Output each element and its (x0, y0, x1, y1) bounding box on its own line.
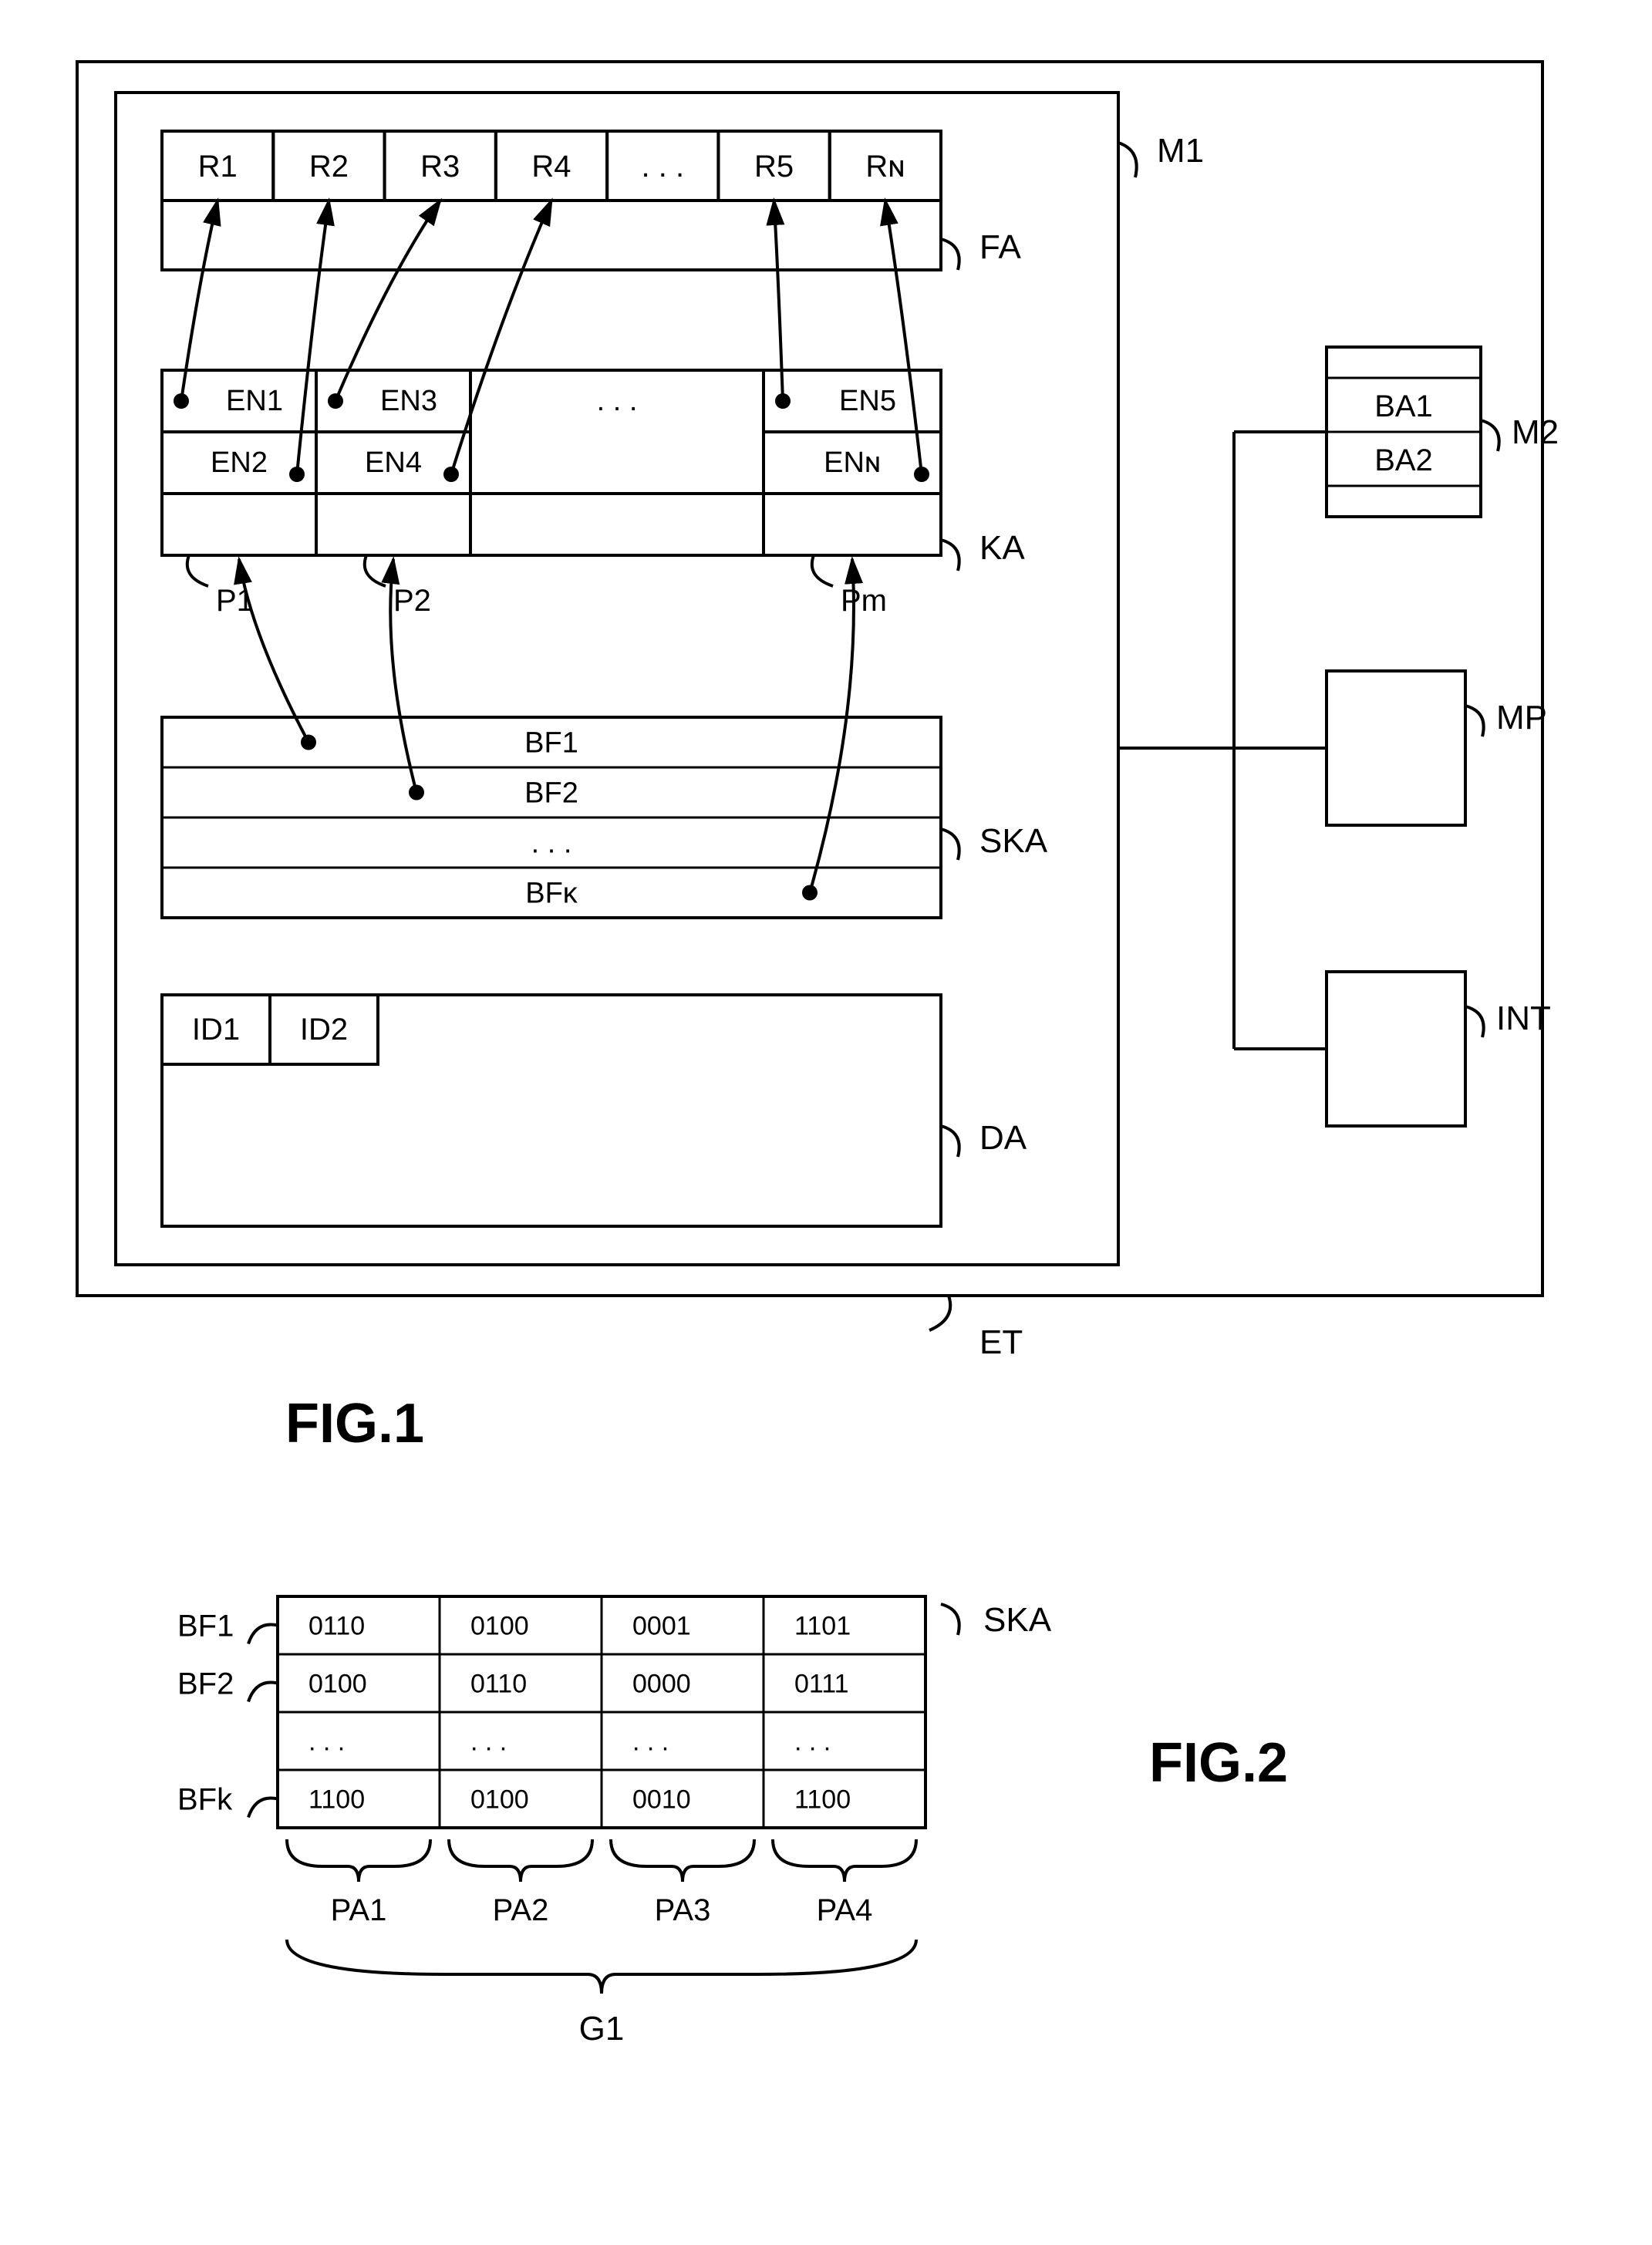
ka-dots: . . . (597, 385, 638, 417)
fig2-cell: . . . (470, 1728, 507, 1757)
m2-ba1: BA1 (1374, 389, 1433, 423)
fa-cell-text: R1 (198, 150, 238, 184)
ska-row-text: BFᴋ (525, 878, 578, 910)
da-id1: ID1 (192, 1013, 240, 1047)
fa-cell-text: Rɴ (865, 150, 905, 184)
mp-box (1327, 671, 1465, 825)
fig1-title: FIG.1 (285, 1393, 424, 1455)
ska-row-text: BF1 (524, 727, 578, 760)
m2-label: M2 (1512, 413, 1559, 451)
fa-cell-text: R5 (754, 150, 794, 184)
da-label: DA (979, 1119, 1027, 1157)
ka-p-label: Pm (841, 584, 887, 618)
fa-label: FA (979, 228, 1021, 266)
fa-cell-text: . . . (641, 150, 684, 184)
fig2-cell: 1100 (794, 1785, 851, 1815)
fig2-col-label: PA4 (817, 1893, 873, 1927)
fa-row: R1 R2 R3 R4 . . . R5 Rɴ (162, 131, 941, 201)
fig2-group-brace: G1 (287, 1940, 916, 2048)
diagram-stage: ET M1 R1 R2 R3 R4 . . . R5 Rɴ FA EN1 EN2 EN3 EN4.… (0, 0, 1652, 2245)
fig2-title: FIG.2 (1149, 1732, 1288, 1794)
mp-label: MP (1496, 699, 1547, 737)
col-brace (611, 1839, 754, 1882)
figure-2: 0110 0100 0001 1101 0100 0110 0000 0111 . . . . .… (177, 1596, 1288, 2048)
int-box (1327, 972, 1465, 1126)
fig2-cell: 0000 (632, 1670, 691, 1699)
fig2-cell: 0010 (632, 1785, 691, 1815)
col-brace (449, 1839, 592, 1882)
da-block: ID1 ID2 (162, 995, 941, 1226)
diagram-svg: ET M1 R1 R2 R3 R4 . . . R5 Rɴ FA EN1 EN2 EN3 EN4.… (0, 0, 1652, 2245)
da-id2: ID2 (300, 1013, 348, 1047)
fig2-cell: . . . (794, 1728, 831, 1757)
ska-label: SKA (979, 822, 1048, 860)
ka-en3: EN3 (380, 385, 437, 417)
ska-row-text: BF2 (524, 777, 578, 810)
et-box (77, 62, 1542, 1296)
en-to-r-arrows (174, 201, 929, 482)
fig2-col-braces: PA1 PA2 PA3 PA4 (287, 1839, 916, 1927)
fig2-col-label: PA3 (655, 1893, 711, 1927)
ka-p-label: P2 (393, 584, 431, 618)
fa-cell-text: R2 (309, 150, 349, 184)
g1-brace (287, 1940, 916, 1994)
int-label: INT (1496, 999, 1551, 1037)
fig2-row-label: BFk (177, 1783, 233, 1817)
fig2-col-label: PA1 (331, 1893, 387, 1927)
fa-cell-text: R4 (531, 150, 571, 184)
col-brace (773, 1839, 916, 1882)
ka-en4: EN4 (365, 447, 422, 479)
fig2-group-label: G1 (579, 2010, 625, 2048)
ska-row-text: . . . (531, 828, 572, 860)
fig2-row-labels: BF1 BF2 BFk (177, 1610, 278, 1818)
fig2-row-label: BF1 (177, 1610, 234, 1643)
fa-cell-text: R3 (420, 150, 460, 184)
ka-p-labels: P1P2Pm (187, 555, 887, 618)
figure-1: ET M1 R1 R2 R3 R4 . . . R5 Rɴ FA EN1 EN2 EN3 EN4.… (77, 62, 1559, 1455)
fig2-cell: 1101 (794, 1612, 851, 1641)
fig2-cell: 0001 (632, 1612, 691, 1641)
fig2-cell: 0110 (308, 1612, 365, 1641)
right-blocks: BA1 BA2 M2 MP INT (1118, 347, 1559, 1126)
m1-label: M1 (1157, 132, 1204, 170)
fig2-cell: 1100 (308, 1785, 365, 1815)
fig2-table: 0110 0100 0001 1101 0100 0110 0000 0111 . . . . .… (278, 1596, 925, 1828)
ska-block: BF1 BF2 . . . BFᴋ (162, 717, 941, 918)
ka-en5: EN5 (839, 385, 896, 417)
ka-en1: EN1 (226, 385, 283, 417)
fig2-ska-label: SKA (983, 1601, 1052, 1639)
fig2-cell: 0100 (470, 1612, 529, 1641)
ka-en2: EN2 (211, 447, 268, 479)
et-label: ET (979, 1323, 1023, 1361)
col-brace (287, 1839, 430, 1882)
fig2-col-label: PA2 (493, 1893, 549, 1927)
ka-enn: ENɴ (824, 447, 881, 479)
ka-label: KA (979, 529, 1025, 567)
fig2-cell: 0100 (470, 1785, 529, 1815)
fig2-cell: 0110 (470, 1670, 527, 1699)
fig2-row-label: BF2 (177, 1667, 234, 1701)
m2-ba2: BA2 (1374, 443, 1433, 477)
fig2-cell: 0111 (794, 1670, 849, 1699)
fig2-cell: 0100 (308, 1670, 367, 1699)
ka-block: EN1 EN2 EN3 EN4 . . . EN5 ENɴ (162, 370, 941, 555)
fig2-cell: . . . (308, 1728, 345, 1757)
fig2-cell: . . . (632, 1728, 669, 1757)
